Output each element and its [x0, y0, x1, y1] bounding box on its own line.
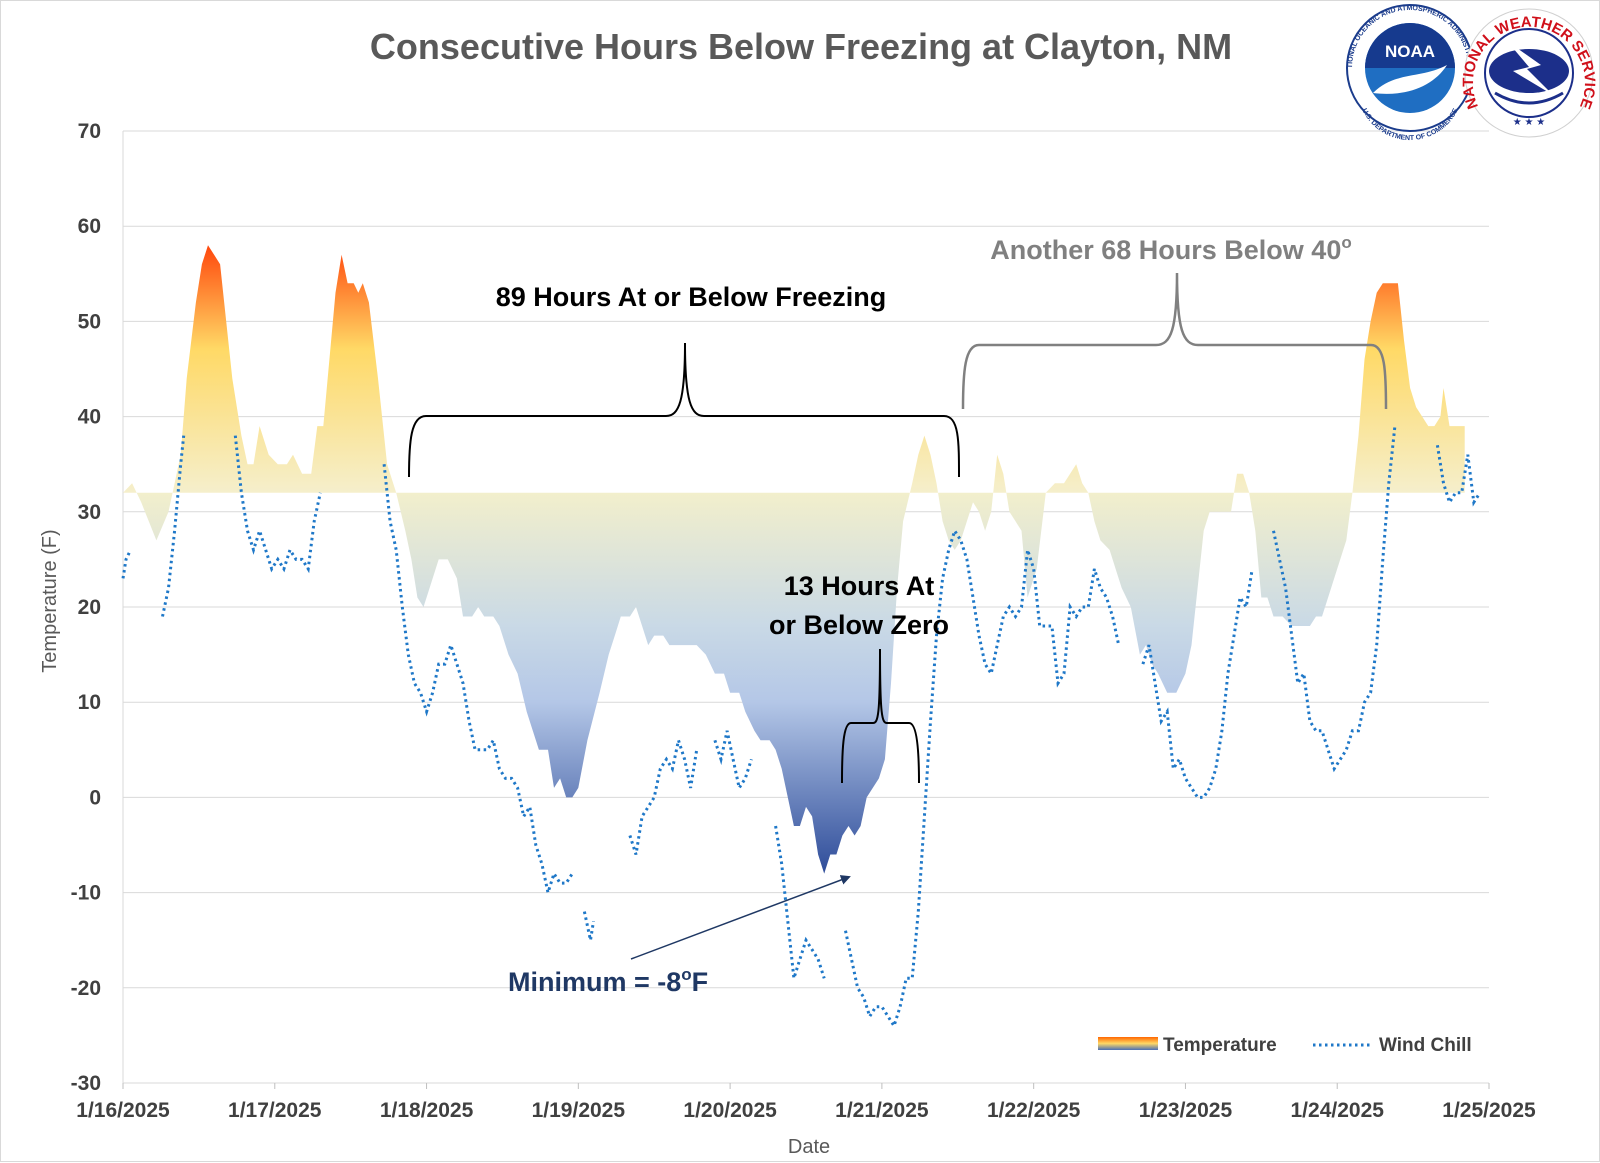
wind-chill-segment — [582, 911, 595, 941]
wind-chill-segment — [382, 464, 574, 899]
y-tick-label: 30 — [78, 501, 101, 524]
y-tick-label: 20 — [78, 596, 101, 619]
x-axis-title: Date — [788, 1136, 830, 1158]
y-tick-label: 60 — [78, 215, 101, 238]
x-tick-label: 1/16/2025 — [76, 1099, 170, 1122]
wind-chill-segment — [233, 435, 322, 574]
wind-chill-segment — [628, 734, 699, 855]
legend: Temperature Wind Chill — [1098, 1035, 1472, 1056]
zero-label-line2: or Below Zero — [769, 610, 949, 640]
wind-chill-segment — [713, 730, 753, 792]
wind-chill-segment — [1435, 444, 1482, 507]
wind-chill-segment — [161, 435, 186, 617]
noaa-logo: NOAA NATIONAL OCEANIC AND ATMOSPHERIC AD… — [1, 1, 1474, 142]
legend-swatch-temperature — [1098, 1037, 1158, 1050]
temperature-area-below-freezing — [136, 493, 1353, 874]
chart-title: Consecutive Hours Below Freezing at Clay… — [370, 26, 1232, 67]
freezing-label: 89 Hours At or Below Freezing — [496, 282, 887, 312]
x-tick-label: 1/18/2025 — [380, 1099, 474, 1122]
wind-chill-segment — [774, 825, 826, 979]
wind-chill-segment — [1141, 568, 1254, 799]
zero-label-line1: 13 Hours At — [784, 571, 935, 601]
freezing-bracket — [408, 342, 960, 478]
x-tick-label: 1/21/2025 — [835, 1099, 929, 1122]
below40-label: Another 68 Hours Below 40o — [990, 233, 1351, 265]
zero-bracket — [841, 648, 920, 784]
y-tick-label: 50 — [78, 310, 101, 333]
y-tick-label: -20 — [71, 977, 101, 1000]
x-tick-label: 1/19/2025 — [532, 1099, 626, 1122]
x-tick-label: 1/20/2025 — [683, 1099, 777, 1122]
temperature-area — [123, 245, 1465, 874]
x-tick-label: 1/17/2025 — [228, 1099, 322, 1122]
y-axis-title: Temperature (F) — [39, 529, 61, 672]
y-tick-label: 10 — [78, 691, 101, 714]
legend-label-wind-chill: Wind Chill — [1379, 1035, 1472, 1056]
minimum-label: Minimum = -8oF — [508, 965, 708, 997]
y-tick-label: -30 — [71, 1072, 101, 1095]
nws-logo: NATIONAL WEATHER SERVICE ★ ★ ★ — [1460, 8, 1598, 138]
x-tick-label: 1/24/2025 — [1291, 1099, 1385, 1122]
wind-chill-line — [121, 425, 1482, 1030]
noaa-logo-text: NOAA — [1385, 42, 1435, 61]
svg-text:★ ★ ★: ★ ★ ★ — [1513, 117, 1545, 128]
legend-label-temperature: Temperature — [1163, 1035, 1277, 1056]
minimum-arrow — [630, 875, 851, 960]
y-tick-label: -10 — [71, 882, 101, 905]
wind-chill-segment — [844, 527, 1121, 1030]
below40-bracket — [961, 272, 1388, 410]
y-tick-label: 70 — [78, 120, 101, 143]
x-tick-label: 1/22/2025 — [987, 1099, 1081, 1122]
y-tick-label: 0 — [89, 786, 101, 809]
x-tick-label: 1/25/2025 — [1442, 1099, 1536, 1122]
y-tick-label: 40 — [78, 406, 101, 429]
y-axis-ticks: 70 60 50 40 30 20 10 0 -10 -20 -30 — [71, 120, 101, 1095]
x-axis-ticks: 1/16/2025 1/17/2025 1/18/2025 1/19/2025 1/20… — [76, 1083, 1536, 1122]
wind-chill-segment — [1272, 425, 1397, 773]
wind-chill-segment — [121, 549, 132, 579]
x-tick-label: 1/23/2025 — [1139, 1099, 1233, 1122]
temperature-area-above-freezing — [123, 245, 1465, 493]
